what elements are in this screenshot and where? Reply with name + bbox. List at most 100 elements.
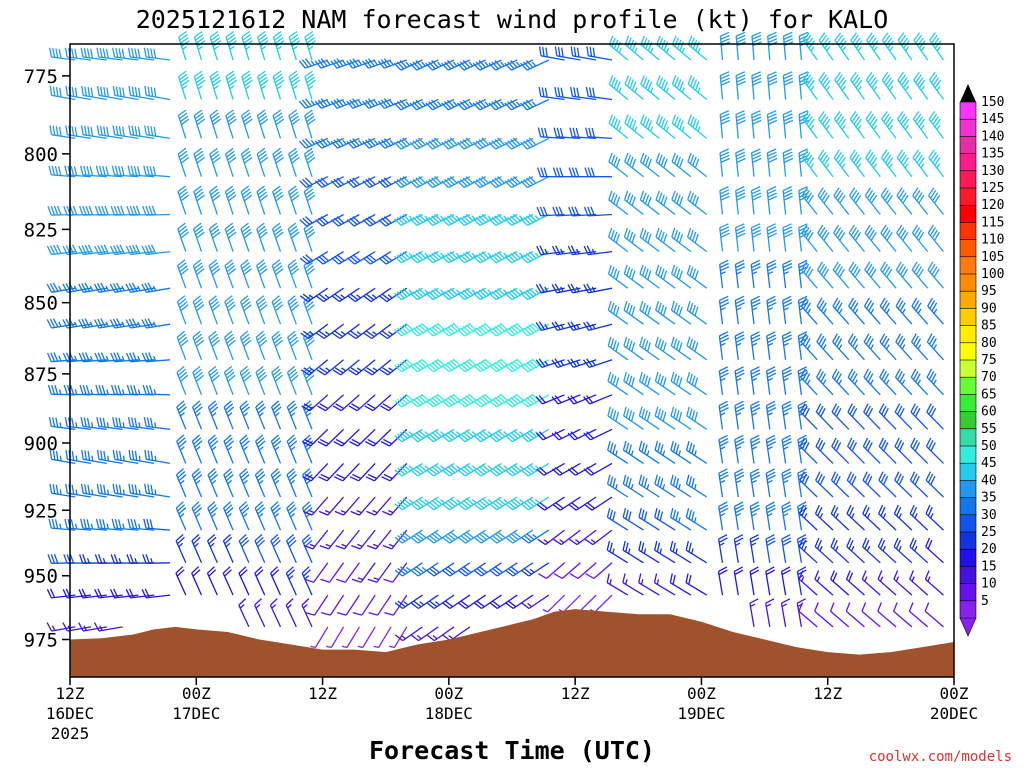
wind-barb — [925, 537, 944, 564]
wind-barb — [302, 434, 314, 464]
wind-barb — [78, 588, 107, 599]
wind-barb — [457, 496, 487, 511]
wind-barb — [409, 98, 439, 111]
wind-barb — [78, 282, 107, 293]
wind-barb — [815, 437, 834, 464]
wind-barb — [623, 227, 644, 253]
wind-barb — [94, 588, 123, 599]
x-tick-label: 18DEC — [425, 704, 473, 723]
wind-barb — [409, 251, 439, 264]
wind-barb — [879, 368, 897, 396]
wind-barb — [441, 462, 471, 477]
wind-barb — [568, 496, 597, 511]
wind-barb — [846, 504, 865, 531]
wind-barb — [272, 185, 284, 215]
wind-barb — [765, 434, 777, 464]
wind-barb — [849, 149, 866, 178]
wind-barb — [193, 147, 205, 177]
wind-barb — [536, 245, 565, 256]
wind-barb — [192, 330, 205, 361]
wind-barb — [224, 185, 237, 215]
wind-barb — [734, 223, 746, 252]
wind-barb — [240, 147, 253, 177]
wind-barb — [303, 259, 316, 289]
wind-barb — [880, 224, 897, 253]
wind-barb — [225, 30, 237, 61]
wind-barb — [425, 98, 455, 111]
wind-barb — [926, 368, 944, 396]
x-tick-label: 2025 — [51, 724, 90, 743]
wind-barb — [607, 440, 629, 464]
colorbar-bottom-arrow — [959, 617, 977, 637]
wind-barb — [780, 566, 791, 596]
wind-barb — [255, 330, 268, 361]
wind-barb — [606, 540, 629, 564]
wind-barb — [781, 534, 792, 563]
wind-barb — [570, 46, 597, 61]
wind-barb — [488, 251, 518, 264]
wind-barb — [912, 111, 929, 139]
wind-barb — [128, 483, 155, 498]
colorbar-cell — [959, 273, 977, 293]
wind-barb — [81, 85, 107, 101]
wind-barb — [94, 352, 123, 363]
wind-barb — [96, 85, 123, 101]
wind-barb — [846, 537, 865, 564]
wind-barb — [782, 110, 794, 139]
wind-barb — [896, 187, 913, 215]
wind-barb — [798, 570, 818, 596]
wind-barb — [254, 566, 266, 596]
wind-barb — [537, 529, 565, 546]
wind-barb — [830, 504, 850, 531]
wind-barb — [473, 428, 502, 443]
wind-barb — [504, 428, 534, 443]
wind-barb — [320, 562, 345, 583]
wind-barb — [718, 434, 729, 464]
wind-barb — [818, 32, 834, 61]
wind-barb — [94, 244, 123, 256]
wind-barb — [866, 32, 881, 61]
wind-barb — [504, 393, 534, 408]
wind-barb — [623, 336, 644, 361]
wind-barb — [553, 529, 581, 546]
wind-barb — [670, 371, 692, 396]
wind-barb — [192, 295, 205, 325]
wind-barb — [765, 598, 775, 628]
wind-barb — [766, 331, 777, 360]
wind-barb — [833, 187, 850, 215]
wind-barb — [831, 437, 850, 464]
wind-barb — [347, 323, 376, 340]
wind-barb — [425, 393, 455, 408]
wind-barb — [304, 109, 316, 139]
wind-barb — [224, 295, 236, 325]
wind-barb — [749, 566, 760, 596]
wind-barb — [801, 187, 818, 215]
wind-barb — [733, 534, 744, 563]
wind-barb — [301, 598, 313, 628]
wind-barb — [655, 152, 676, 178]
wind-barb — [623, 190, 644, 216]
wind-barb — [583, 245, 613, 256]
wind-barb — [719, 186, 730, 215]
wind-barb — [457, 562, 487, 577]
wind-barb — [472, 251, 502, 264]
wind-barb — [208, 330, 221, 361]
wind-barb — [223, 330, 236, 361]
wind-barb — [607, 300, 629, 325]
wind-barb — [207, 434, 219, 464]
wind-barb — [910, 368, 929, 396]
wind-barb — [799, 471, 818, 498]
wind-barb — [504, 98, 534, 111]
wind-barb — [49, 85, 76, 101]
wind-barb — [670, 336, 692, 361]
colorbar-label: 90 — [981, 301, 997, 316]
wind-barb — [685, 474, 708, 498]
wind-barb — [766, 295, 777, 325]
x-tick-label: 00Z — [182, 684, 211, 703]
colorbar-label: 145 — [981, 112, 1004, 127]
wind-barb — [348, 394, 376, 412]
wind-barb — [425, 213, 455, 226]
wind-barb — [316, 359, 345, 376]
wind-barb — [409, 59, 439, 71]
